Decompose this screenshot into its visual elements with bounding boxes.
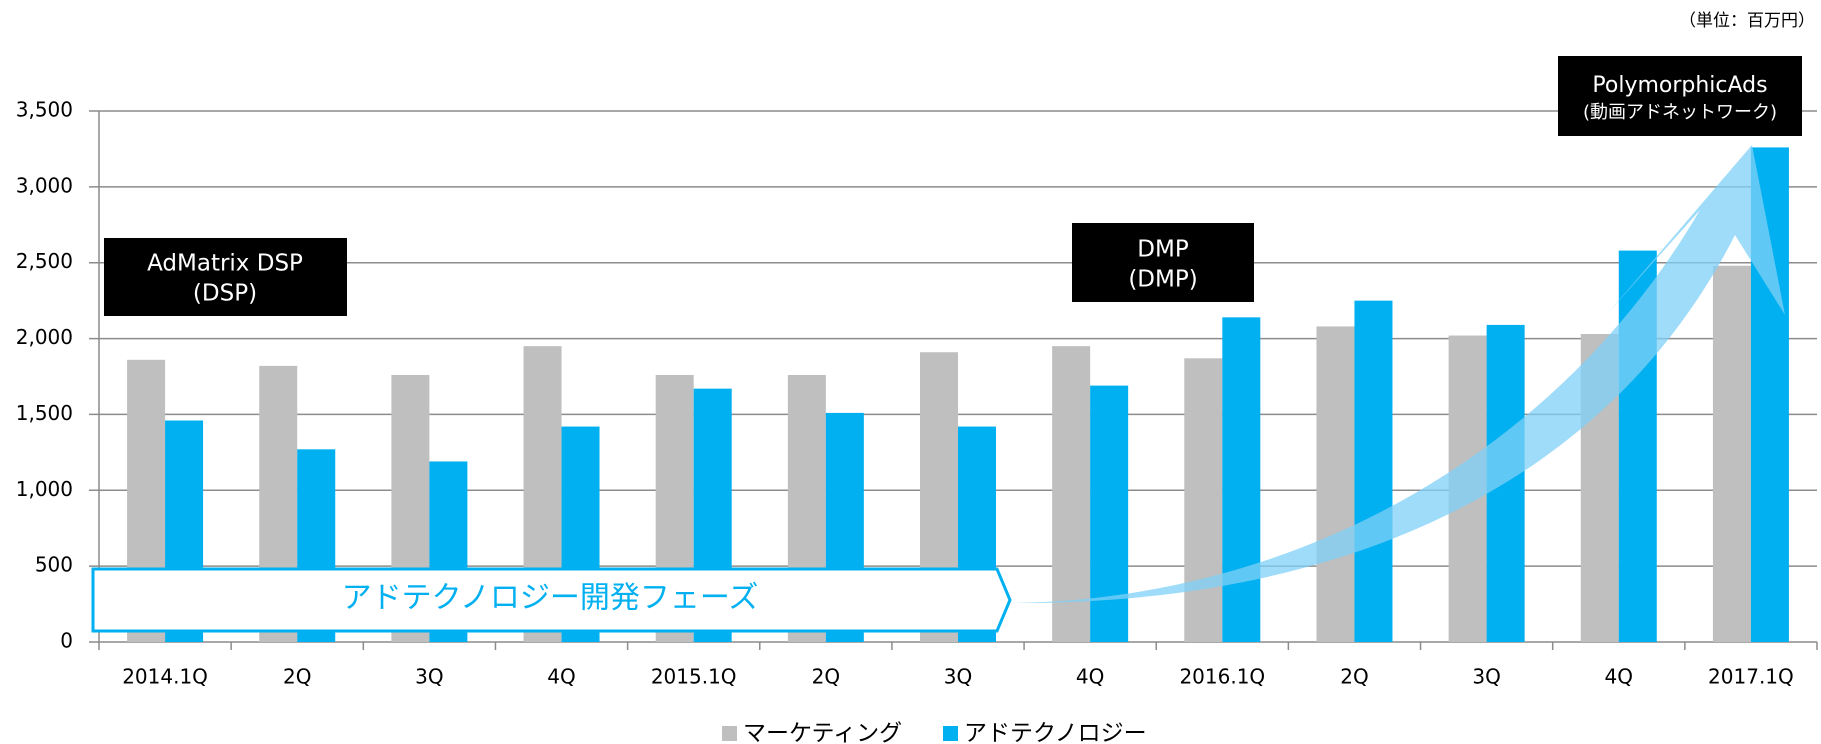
x-tick-label: 3Q	[944, 665, 972, 689]
unit-note: （単位：百万円）	[1679, 11, 1815, 31]
legend-label: アドテクノロジー	[964, 721, 1147, 744]
x-tick-label: 2Q	[1340, 665, 1368, 689]
legend-swatch	[722, 726, 737, 741]
y-tick-label: 1,500	[16, 401, 73, 425]
phase-arrow	[91, 567, 1012, 633]
legend-label: マーケティング	[743, 721, 902, 744]
annotation-text: (動画アドネットワーク)	[1583, 102, 1777, 123]
annotation-text: (DMP)	[1128, 267, 1197, 293]
x-tick-label: 3Q	[1472, 665, 1500, 689]
legend-swatch	[943, 726, 958, 741]
annotation-box	[1072, 223, 1254, 302]
bar	[1222, 317, 1261, 642]
x-tick-label: 4Q	[1076, 665, 1104, 689]
bar	[1712, 265, 1751, 642]
x-tick-label: 3Q	[415, 665, 443, 689]
bar	[1052, 346, 1091, 642]
growth-arrow	[1010, 145, 1785, 604]
phase-label: アドテクノロジー開発フェーズ	[342, 581, 759, 616]
y-tick-label: 2,000	[16, 325, 73, 349]
x-tick-label: 2Q	[812, 665, 840, 689]
y-tick-label: 3,500	[16, 98, 73, 122]
y-tick-label: 0	[60, 629, 73, 653]
bar	[1354, 300, 1393, 642]
annotation-text: DMP	[1137, 237, 1189, 263]
x-tick-label: 2015.1Q	[651, 665, 737, 689]
y-tick-label: 3,000	[16, 173, 73, 197]
annotation-box	[1558, 56, 1802, 136]
bar	[1090, 385, 1129, 642]
x-tick-label: 2Q	[283, 665, 311, 689]
x-tick-label: 4Q	[1605, 665, 1633, 689]
annotation-text: PolymorphicAds	[1592, 73, 1767, 98]
x-tick-label: 2017.1Q	[1708, 665, 1794, 689]
y-tick-label: 1,000	[16, 477, 73, 501]
bar	[1316, 326, 1355, 642]
y-tick-label: 500	[35, 553, 73, 577]
annotation-text: (DSP)	[193, 281, 257, 307]
annotation-text: AdMatrix DSP	[147, 251, 303, 277]
y-tick-label: 2,500	[16, 249, 73, 273]
x-tick-label: 2014.1Q	[122, 665, 208, 689]
annotation-box	[104, 238, 347, 316]
bar	[1184, 358, 1223, 642]
x-tick-label: 4Q	[547, 665, 575, 689]
overlays: アドテクノロジー開発フェーズ AdMatrix DSP (DSP) DMP (D…	[91, 56, 1802, 633]
x-tick-label: 2016.1Q	[1179, 665, 1265, 689]
